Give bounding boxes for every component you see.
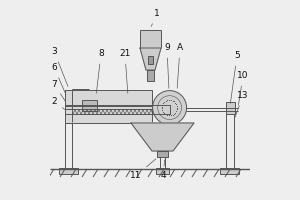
Text: 13: 13 [235, 92, 249, 117]
Text: 4: 4 [160, 160, 166, 180]
Text: 21: 21 [119, 49, 131, 93]
Text: 2: 2 [52, 98, 65, 109]
Text: 11: 11 [130, 159, 156, 180]
Polygon shape [131, 123, 194, 151]
Bar [82, 100, 97, 111]
Text: 5: 5 [230, 51, 240, 103]
Bar [226, 102, 235, 114]
Bar [157, 151, 168, 157]
Bar [59, 168, 78, 174]
Bar [140, 30, 161, 48]
Text: 7: 7 [52, 80, 65, 102]
Bar [148, 56, 153, 64]
Text: 6: 6 [52, 64, 66, 94]
Polygon shape [140, 48, 161, 70]
Bar [147, 70, 154, 81]
Text: A: A [177, 44, 183, 88]
Text: 3: 3 [52, 47, 68, 86]
Bar [156, 168, 169, 174]
Text: 10: 10 [237, 72, 249, 105]
Text: 1: 1 [151, 9, 160, 26]
Bar [65, 90, 152, 123]
Text: 9: 9 [164, 44, 170, 88]
Bar [65, 105, 170, 114]
Text: 8: 8 [96, 49, 104, 93]
Circle shape [153, 91, 187, 125]
Bar [220, 168, 238, 174]
